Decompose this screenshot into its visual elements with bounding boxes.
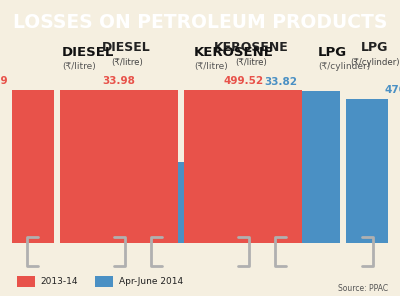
Text: (₹/litre): (₹/litre) xyxy=(235,58,267,67)
Text: 8.39: 8.39 xyxy=(0,76,8,86)
Text: KEROSENE: KEROSENE xyxy=(194,46,274,59)
Text: DIESEL: DIESEL xyxy=(62,46,114,59)
Bar xyxy=(222,91,340,243)
Text: Apr-June 2014: Apr-June 2014 xyxy=(118,277,183,286)
Text: 33.98: 33.98 xyxy=(103,76,136,86)
Text: LPG: LPG xyxy=(361,41,388,54)
Text: 470.93: 470.93 xyxy=(385,85,400,95)
Text: (₹/litre): (₹/litre) xyxy=(62,62,96,71)
Bar xyxy=(98,162,216,243)
Text: LPG: LPG xyxy=(318,46,347,59)
Text: KEROSENE: KEROSENE xyxy=(213,41,288,54)
Text: (₹/cylinder): (₹/cylinder) xyxy=(350,58,400,67)
Bar xyxy=(346,99,400,243)
Text: 2013-14: 2013-14 xyxy=(41,277,78,286)
Text: LOSSES ON PETROLEUM PRODUCTS: LOSSES ON PETROLEUM PRODUCTS xyxy=(13,13,387,33)
Bar xyxy=(17,276,36,287)
Text: 33.82: 33.82 xyxy=(264,77,297,87)
Text: 499.52: 499.52 xyxy=(223,76,263,86)
Bar xyxy=(0,90,54,243)
Bar xyxy=(184,90,302,243)
Text: (₹/litre): (₹/litre) xyxy=(194,62,228,71)
Bar xyxy=(60,90,178,243)
Bar xyxy=(95,276,114,287)
Text: 4.41: 4.41 xyxy=(144,149,170,159)
Text: Source: PPAC: Source: PPAC xyxy=(338,284,388,293)
Text: DIESEL: DIESEL xyxy=(102,41,151,54)
Text: (₹/cylinder): (₹/cylinder) xyxy=(318,62,370,71)
Text: (₹/litre): (₹/litre) xyxy=(111,58,142,67)
